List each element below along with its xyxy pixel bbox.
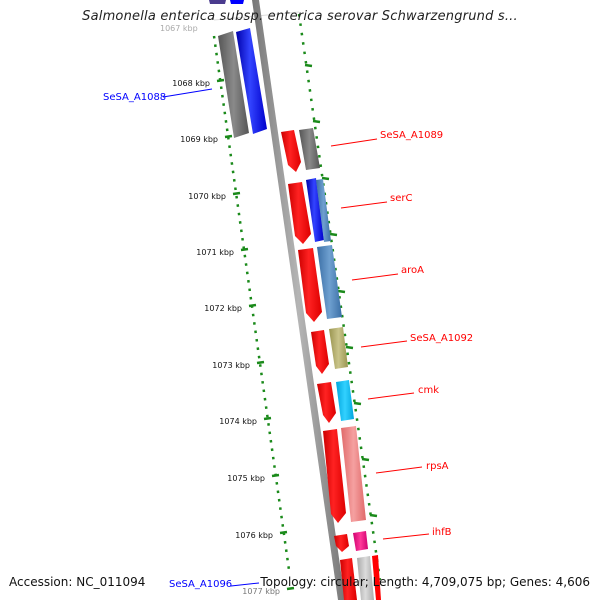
gene-label[interactable]: SeSA_A1092 [410, 333, 473, 344]
gene-bottom-red-small [372, 555, 381, 600]
gene-bottom-red [340, 558, 357, 600]
gene-label[interactable]: aroA [401, 265, 424, 276]
gene-aroA [298, 248, 322, 322]
map-title: Salmonella enterica subsp. enterica sero… [82, 9, 518, 24]
gene-rpsA [323, 429, 346, 523]
gene-magenta-ihfB [353, 531, 368, 551]
gene-label-leader [340, 201, 388, 209]
genome-backbone [252, 0, 345, 600]
gene-grey-1089 [299, 128, 320, 170]
outer-ring-dotted-line [297, 13, 382, 581]
gene-label-group: SeSA_A1088 SeSA_A1089 serC aroA SeSA_A1092cm… [103, 88, 473, 587]
kbp-tick-mark [240, 247, 249, 252]
kbp-tick-label: 1073 kbp [212, 361, 250, 370]
gene-sesa-a1089 [281, 130, 301, 172]
kbp-tick-mark [271, 473, 280, 478]
gene-label-leader [360, 340, 408, 348]
kbp-tick-mark [256, 360, 265, 365]
gene-label-leader [375, 466, 423, 474]
kbp-tick-partial-top: 1067 kbp [160, 24, 198, 33]
gene-grey-1088 [218, 31, 249, 138]
genome-stats-text: Topology: circular; Length: 4,709,075 bp… [260, 575, 590, 589]
kbp-tick-mark [232, 191, 241, 196]
kbp-tick-mark [224, 134, 233, 139]
gene-steel-serC [316, 179, 331, 242]
kbp-tick-label: 1072 kbp [204, 304, 242, 313]
gene-label-leader [330, 138, 378, 147]
gene-top-blue [230, 0, 244, 4]
gene-label[interactable]: SeSA_A1088 [103, 92, 166, 103]
gene-pink-rpsA [341, 426, 366, 522]
gene-label-leader [367, 392, 415, 400]
kbp-tick-label: 1069 kbp [180, 135, 218, 144]
gene-label-leader [382, 533, 430, 540]
outer-ring-dashes [304, 63, 378, 518]
kbp-tick-mark [286, 586, 295, 591]
gene-label[interactable]: cmk [418, 385, 439, 396]
accession-text: Accession: NC_011094 [9, 575, 146, 589]
gene-label[interactable]: rpsA [426, 461, 449, 472]
gene-label-sesa-a1096[interactable]: SeSA_A1096 [169, 579, 233, 590]
kbp-tick-label: 1074 kbp [219, 417, 257, 426]
gene-bottom-grey [357, 556, 374, 600]
gene-label-leader [162, 88, 213, 98]
gene-label[interactable]: ihfB [432, 527, 452, 538]
gene-blue-serC [306, 178, 324, 242]
gene-ihfB [334, 534, 349, 552]
gene-olive-1092 [329, 327, 348, 369]
gene-cyan-cmk [336, 380, 354, 421]
gene-sesa-a1088 [236, 28, 267, 134]
kbp-tick-mark [263, 416, 272, 421]
gene-label-leader [351, 273, 399, 281]
kbp-tick-mark [248, 303, 257, 308]
kbp-tick-label: 1068 kbp [172, 79, 210, 88]
gene-label[interactable]: serC [390, 193, 412, 204]
gene-top-dark-blue [209, 0, 226, 4]
kbp-tick-label: 1071 kbp [196, 248, 234, 257]
kbp-tick-label: 1077 kbp [242, 587, 280, 596]
kbp-tick-label: 1075 kbp [227, 474, 265, 483]
kbp-tick-label: 1076 kbp [235, 531, 273, 540]
kbp-tick-group: 1068 kbp 1069 kbp 1070 kbp 1071 kbp 1072 kbp… [172, 78, 295, 596]
gene-steel-aroA [317, 245, 342, 319]
gene-label-leader [230, 582, 260, 587]
kbp-tick-mark [216, 78, 225, 83]
kbp-tick-label: 1070 kbp [188, 192, 226, 201]
gene-sesa-a1092 [311, 330, 329, 374]
gene-cmk [317, 382, 336, 423]
gene-serC [288, 182, 311, 244]
kbp-tick-mark [279, 530, 288, 535]
gene-label[interactable]: SeSA_A1089 [380, 130, 443, 141]
